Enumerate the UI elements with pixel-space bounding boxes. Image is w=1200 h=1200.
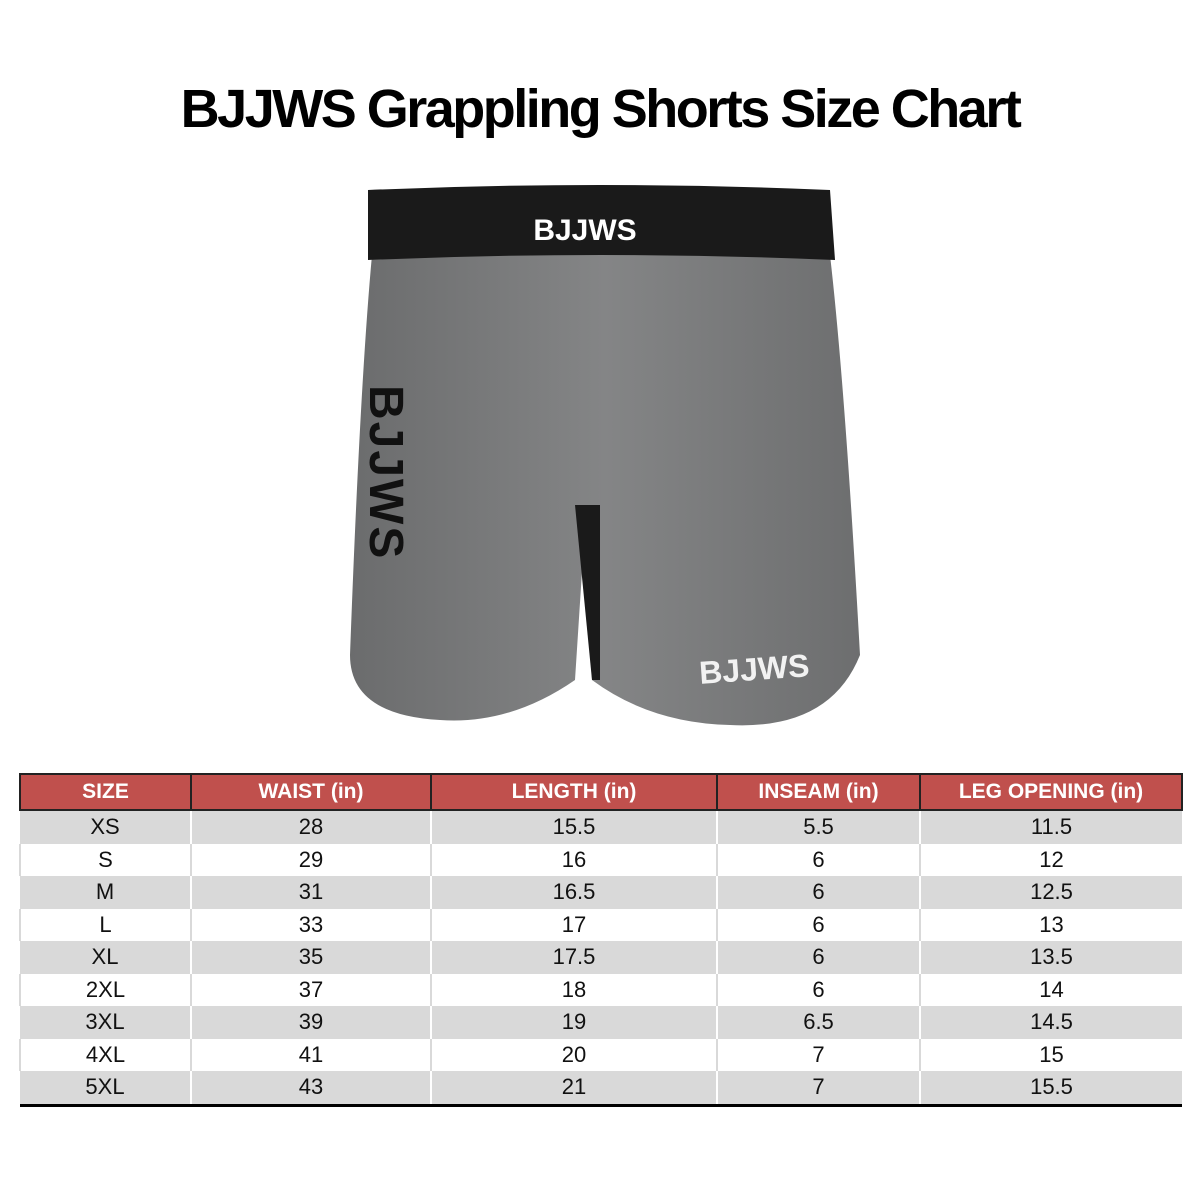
- cell-size: XL: [20, 941, 191, 974]
- cell-size: 3XL: [20, 1006, 191, 1039]
- cell-waist: 39: [190, 1006, 431, 1039]
- header-size: SIZE: [19, 773, 192, 811]
- table-row: 5XL 43 21 7 15.5: [20, 1071, 1182, 1107]
- cell-waist: 31: [190, 876, 431, 909]
- cell-length: 16: [430, 843, 717, 876]
- table-row: XL 35 17.5 6 13.5: [20, 941, 1182, 974]
- center-panel: [575, 505, 600, 680]
- cell-inseam: 7: [716, 1071, 920, 1107]
- cell-waist: 43: [190, 1071, 431, 1107]
- cell-inseam: 6: [716, 843, 920, 876]
- table-row: L 33 17 6 13: [19, 908, 1182, 941]
- shorts-body: [350, 255, 860, 726]
- page-title: BJJWS Grappling Shorts Size Chart: [180, 79, 1022, 139]
- side-logo: BJJWS: [359, 385, 412, 560]
- header-row: SIZE WAIST (in) LENGTH (in) INSEAM (in) …: [19, 773, 1183, 811]
- cell-inseam: 7: [716, 1038, 920, 1071]
- cell-size: 4XL: [19, 1038, 191, 1071]
- cell-leg-opening: 11.5: [919, 810, 1182, 844]
- cell-waist: 37: [190, 973, 431, 1006]
- waistband: [368, 185, 835, 260]
- cell-size: 2XL: [19, 973, 191, 1006]
- cell-length: 20: [430, 1038, 717, 1071]
- cell-size: 5XL: [20, 1071, 191, 1107]
- cell-inseam: 6: [716, 876, 920, 909]
- waistband-logo: BJJWS: [533, 214, 636, 247]
- table-row: 3XL 39 19 6.5 14.5: [20, 1006, 1182, 1039]
- shorts-image: BJJWS BJJWS BJJWS: [350, 185, 860, 726]
- header-length: LENGTH (in): [430, 773, 718, 811]
- cell-inseam: 5.5: [716, 810, 920, 844]
- cell-inseam: 6: [716, 973, 920, 1006]
- cell-size: S: [19, 843, 191, 876]
- cell-size: L: [19, 908, 191, 941]
- cell-leg-opening: 15: [919, 1038, 1182, 1071]
- cell-leg-opening: 14: [919, 973, 1182, 1006]
- cell-length: 21: [430, 1071, 717, 1107]
- leg-logo: BJJWS: [698, 647, 810, 691]
- header-leg-opening: LEG OPENING (in): [919, 773, 1183, 811]
- size-chart-table: SIZE WAIST (in) LENGTH (in) INSEAM (in) …: [19, 773, 1183, 1107]
- cell-leg-opening: 15.5: [919, 1071, 1182, 1107]
- cell-leg-opening: 12: [919, 843, 1182, 876]
- cell-length: 15.5: [430, 810, 717, 844]
- cell-leg-opening: 14.5: [919, 1006, 1182, 1039]
- table-row: M 31 16.5 6 12.5: [20, 876, 1182, 909]
- cell-size: XS: [20, 810, 191, 844]
- cell-waist: 35: [190, 941, 431, 974]
- cell-length: 16.5: [430, 876, 717, 909]
- cell-length: 17: [430, 908, 717, 941]
- cell-waist: 33: [190, 908, 431, 941]
- cell-inseam: 6.5: [716, 1006, 920, 1039]
- cell-length: 17.5: [430, 941, 717, 974]
- cell-size: M: [20, 876, 191, 909]
- cell-waist: 29: [190, 843, 431, 876]
- table-row: 4XL 41 20 7 15: [19, 1038, 1182, 1071]
- cell-leg-opening: 12.5: [919, 876, 1182, 909]
- table-row: XS 28 15.5 5.5 11.5: [20, 810, 1182, 844]
- cell-length: 18: [430, 973, 717, 1006]
- table-row: 2XL 37 18 6 14: [19, 973, 1182, 1006]
- cell-leg-opening: 13.5: [919, 941, 1182, 974]
- cell-inseam: 6: [716, 908, 920, 941]
- cell-waist: 28: [190, 810, 431, 844]
- table-row: S 29 16 6 12: [19, 843, 1182, 876]
- cell-inseam: 6: [716, 941, 920, 974]
- header-waist: WAIST (in): [190, 773, 432, 811]
- cell-leg-opening: 13: [919, 908, 1182, 941]
- header-inseam: INSEAM (in): [716, 773, 921, 811]
- cell-length: 19: [430, 1006, 717, 1039]
- cell-waist: 41: [190, 1038, 431, 1071]
